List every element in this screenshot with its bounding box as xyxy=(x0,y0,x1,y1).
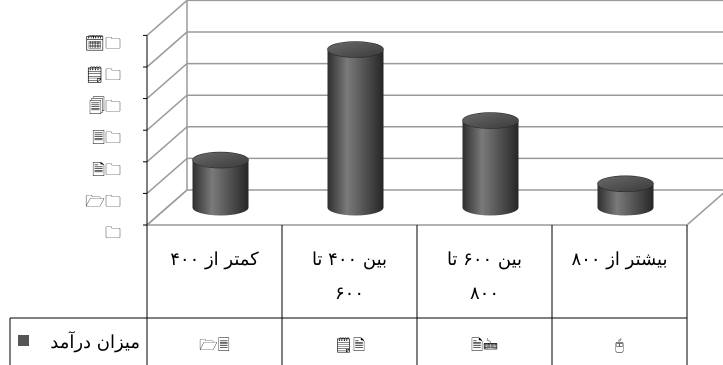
gridline-depth xyxy=(146,63,188,100)
gridline-depth xyxy=(146,157,188,194)
bars xyxy=(192,41,654,216)
gridline-depth xyxy=(146,94,188,131)
category-label: بین ۴۰۰ تا xyxy=(312,249,387,270)
y-tick-label: 🗐🗀 xyxy=(89,97,121,116)
bar xyxy=(462,112,519,216)
floor xyxy=(145,189,723,226)
y-tick-label: 🗁🗀 xyxy=(85,191,121,210)
y-tick-label: 🗓🗀 xyxy=(85,33,121,52)
bar-top xyxy=(462,112,519,129)
bar-body xyxy=(462,120,519,216)
data-table-value: 🗎🖮 xyxy=(471,336,498,354)
bar-top xyxy=(192,151,249,169)
y-tick-labels: 🗀 🗁🗀 🗎🗀 🗏🗀 🗐🗀 🗒🗀 🗓🗀 xyxy=(85,33,121,242)
y-tick-label: 🗒🗀 xyxy=(85,65,121,84)
legend-swatch xyxy=(18,335,29,346)
y-tick-label: 🗎🗀 xyxy=(92,160,121,179)
bar-body xyxy=(597,183,654,216)
gridline-depth xyxy=(146,126,188,163)
data-table-value: 🗒🗎 xyxy=(334,336,365,354)
gridline-depth xyxy=(146,31,188,68)
bar-body xyxy=(192,160,249,216)
axes xyxy=(143,34,148,226)
category-label: ۸۰۰ xyxy=(470,283,499,304)
category-label: بیشتر از ۸۰۰ xyxy=(571,249,667,270)
bar xyxy=(192,151,249,216)
gridline-depth xyxy=(146,0,188,36)
data-table-value: 🖰 xyxy=(615,336,624,354)
bar xyxy=(327,41,384,216)
legend-label: میزان درآمد xyxy=(50,331,140,353)
category-label: کمتر از ۴۰۰ xyxy=(170,249,259,270)
bar-top xyxy=(597,175,654,193)
gridlines xyxy=(145,0,723,226)
category-label: ۶۰۰ xyxy=(335,283,364,304)
bar-body xyxy=(327,49,384,216)
bar xyxy=(597,175,654,216)
y-tick-label: 🗏🗀 xyxy=(92,128,121,147)
bar-top xyxy=(327,41,384,58)
data-table-value: 🗁🗏 xyxy=(199,336,230,354)
category-label: بین ۶۰۰ تا xyxy=(447,249,522,270)
y-tick-label: 🗀 xyxy=(105,223,121,242)
data-table: کمتر از ۴۰۰ بین ۴۰۰ تا ۶۰۰ بین ۶۰۰ تا ۸۰۰ بیش… xyxy=(9,225,688,365)
